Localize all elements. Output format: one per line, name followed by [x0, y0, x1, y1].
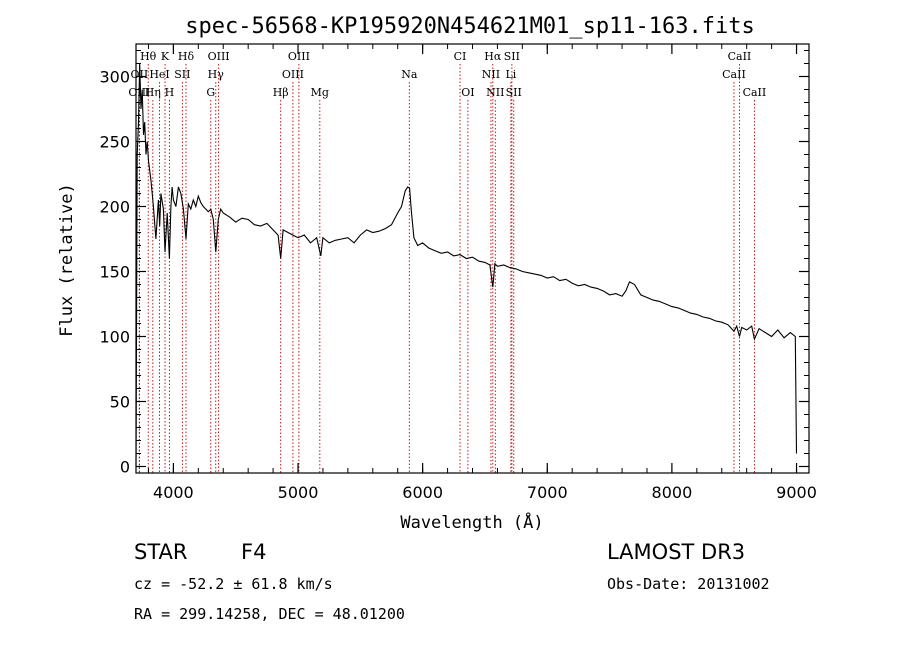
line-marker-label: OI	[461, 86, 474, 99]
axis-ticks: 4000 5000 6000 7000 8000 9000 0 50 100 150 200 250 3…	[99, 44, 817, 502]
plot-frame	[135, 43, 810, 474]
line-marker-label: K	[161, 50, 170, 63]
line-marker-label: Hγ	[208, 68, 225, 81]
line-marker-label: CaII	[722, 68, 746, 81]
line-marker-label: HeI	[149, 68, 169, 81]
y-tick-label: 100	[99, 328, 130, 347]
y-tick-label: 250	[99, 133, 130, 152]
y-tick-label: 200	[99, 198, 130, 217]
line-marker-label: OIII	[282, 68, 304, 81]
sky-coordinates: RA = 299.14258, DEC = 48.01200	[134, 605, 405, 623]
observation-date: Obs-Date: 20131002	[607, 575, 770, 593]
line-marker-label: Hη	[145, 86, 161, 99]
object-class: STAR	[134, 540, 188, 564]
line-marker-label: H	[165, 86, 175, 99]
x-tick-label: 7000	[527, 483, 568, 502]
chart-title: spec-56568-KP195920N454621M01_sp11-163.f…	[185, 14, 755, 39]
x-tick-label: 8000	[652, 483, 693, 502]
line-marker-label: Mg	[311, 86, 329, 99]
survey-name: LAMOST DR3	[607, 540, 746, 564]
line-marker-label: Hα	[484, 50, 502, 63]
x-tick-label: 6000	[402, 483, 443, 502]
y-tick-label: 0	[120, 458, 130, 477]
redshift-velocity: cz = -52.2 ± 61.8 km/s	[134, 575, 333, 593]
line-marker-label: Li	[505, 68, 516, 81]
line-marker-label: Hθ	[140, 50, 157, 63]
y-tick-label: 50	[110, 393, 130, 412]
y-tick-label: 300	[99, 68, 130, 87]
line-marker-label: SII	[504, 50, 520, 63]
line-marker-label: OIII	[208, 50, 230, 63]
y-axis-label: Flux (relative)	[57, 183, 77, 337]
y-tick-label: 150	[99, 263, 130, 282]
x-tick-label: 9000	[776, 483, 817, 502]
x-tick-label: 5000	[278, 483, 319, 502]
line-marker-label: CI	[454, 50, 467, 63]
x-axis-label: Wavelength (Å)	[400, 511, 543, 533]
spectrum-line	[135, 63, 798, 467]
line-marker-label: SII	[506, 86, 522, 99]
line-marker-label: Hβ	[273, 86, 289, 99]
line-marker-label: OIII	[288, 50, 310, 63]
line-marker-label: NII	[486, 86, 504, 99]
line-marker-label: Na	[401, 68, 418, 81]
line-marker-label: NII	[482, 68, 500, 81]
line-marker-label: CaII	[743, 86, 767, 99]
line-marker-label: CaII	[728, 50, 752, 63]
line-marker-label: G	[206, 86, 215, 99]
line-marker-label: Hδ	[178, 50, 195, 63]
object-subclass: F4	[241, 540, 267, 564]
x-tick-label: 4000	[153, 483, 194, 502]
line-marker-label: SII	[174, 68, 190, 81]
